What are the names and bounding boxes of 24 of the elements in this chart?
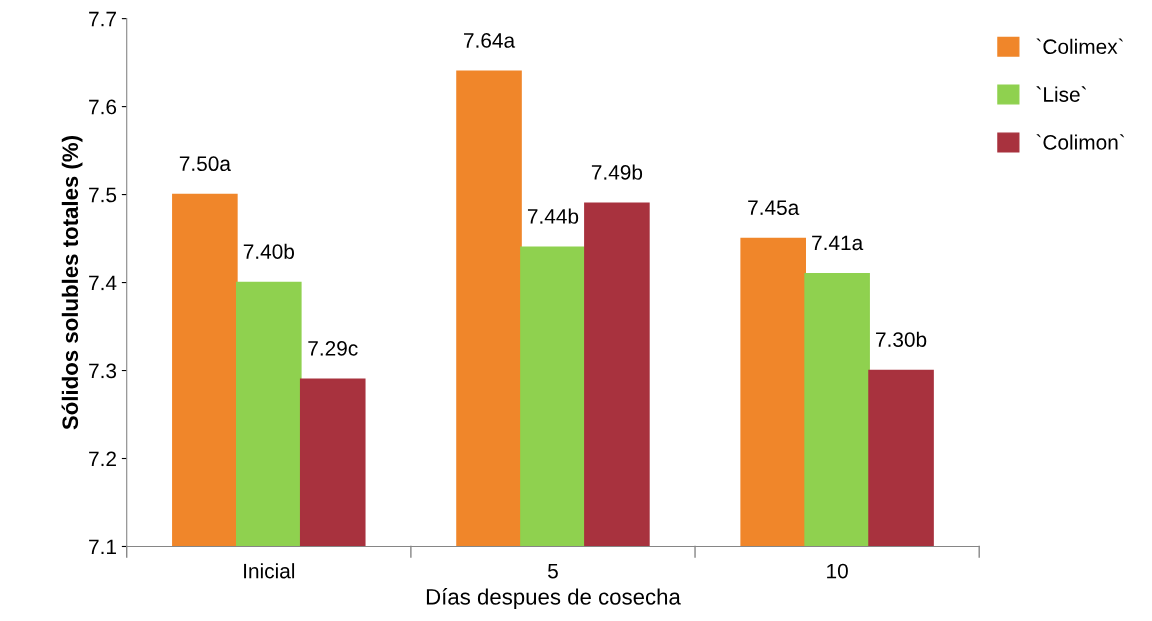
data-label: 7.30b <box>876 331 927 347</box>
x-tick-label: 10 <box>827 563 848 579</box>
legend-label: `Colimon` <box>1036 134 1125 150</box>
data-label: 7.49b <box>591 164 643 180</box>
legend-label: `Lise` <box>1036 86 1086 102</box>
data-label: 7.40b <box>243 243 294 259</box>
data-label: 7.64a <box>464 33 516 48</box>
y-axis-title: Sólidos solubles totales (%) <box>61 136 83 430</box>
data-label: 7.44b <box>527 208 579 224</box>
y-tick-label: 7.3 <box>89 363 117 379</box>
data-label: 7.41a <box>812 235 864 251</box>
data-label: 7.50a <box>179 156 231 172</box>
x-tick-label: Inicial <box>244 563 295 579</box>
y-tick-label: 7.7 <box>89 11 116 27</box>
data-label: 7.29c <box>308 341 358 356</box>
y-tick-label: 7.1 <box>89 539 116 555</box>
y-tick-label: 7.4 <box>89 275 117 291</box>
x-axis-title: Días despues de cosecha <box>426 588 681 610</box>
y-tick-label: 7.2 <box>89 451 116 467</box>
y-tick-label: 7.5 <box>89 187 117 203</box>
x-tick-label: 5 <box>548 563 558 579</box>
legend-label: `Colimex` <box>1036 38 1124 55</box>
data-label: 7.45a <box>748 200 800 216</box>
y-tick-label: 7.6 <box>89 99 117 115</box>
